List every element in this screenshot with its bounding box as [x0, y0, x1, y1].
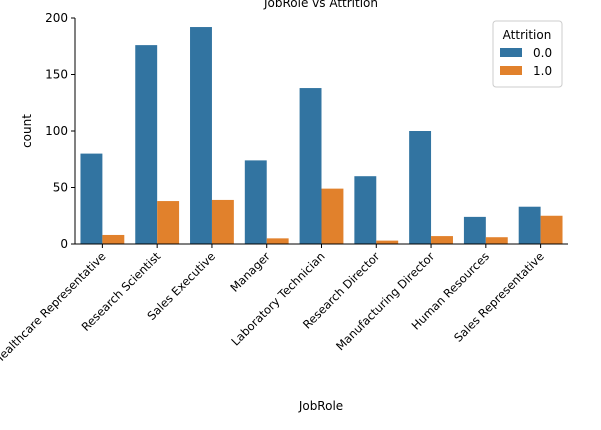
- x-tick-label: Healthcare Representative: [0, 249, 109, 367]
- bar-1.0-0: [102, 234, 125, 244]
- x-tick-label: Laboratory Technician: [228, 249, 327, 348]
- legend-label: 1.0: [533, 64, 552, 78]
- bar-0.0-2: [190, 27, 212, 244]
- bar-0.0-4: [299, 88, 322, 244]
- y-ticks: 0 50 100 150 200: [45, 11, 75, 251]
- legend-title: Attrition: [503, 28, 552, 42]
- legend-swatch-1.0: [500, 66, 522, 75]
- legend-swatch-0.0: [500, 48, 522, 57]
- bar-0.0-1: [135, 45, 158, 245]
- x-axis-label: JobRole: [298, 399, 343, 413]
- bar-1.0-5: [376, 240, 399, 244]
- x-tick-label: Manufacturing Director: [333, 249, 437, 353]
- bar-1.0-7: [485, 237, 508, 244]
- bar-0.0-0: [80, 153, 103, 244]
- y-tick-label: 150: [45, 68, 68, 82]
- legend-label: 0.0: [533, 46, 552, 60]
- y-tick-label: 200: [45, 11, 68, 25]
- legend: Attrition 0.0 1.0: [492, 20, 563, 88]
- bar-0.0-8: [518, 206, 541, 244]
- bar-1.0-8: [540, 215, 563, 244]
- bar-1.0-3: [266, 238, 289, 244]
- bar-1.0-4: [321, 188, 344, 244]
- chart-title: JobRole vs Attrition: [263, 0, 378, 10]
- y-axis-label: count: [20, 114, 34, 148]
- bar-0.0-7: [463, 216, 486, 244]
- bar-0.0-6: [409, 131, 432, 244]
- y-tick-label: 50: [53, 181, 68, 195]
- y-tick-label: 0: [60, 237, 68, 251]
- y-tick-label: 100: [45, 124, 68, 138]
- x-tick-label: Sales Representative: [451, 249, 547, 345]
- bar-1.0-6: [431, 236, 453, 244]
- x-tick-label: Manager: [227, 249, 273, 295]
- bar-0.0-3: [244, 160, 267, 244]
- bar-1.0-1: [157, 201, 180, 244]
- bars-layer: [80, 27, 563, 245]
- bar-0.0-5: [354, 176, 377, 244]
- bar-1.0-2: [211, 199, 234, 244]
